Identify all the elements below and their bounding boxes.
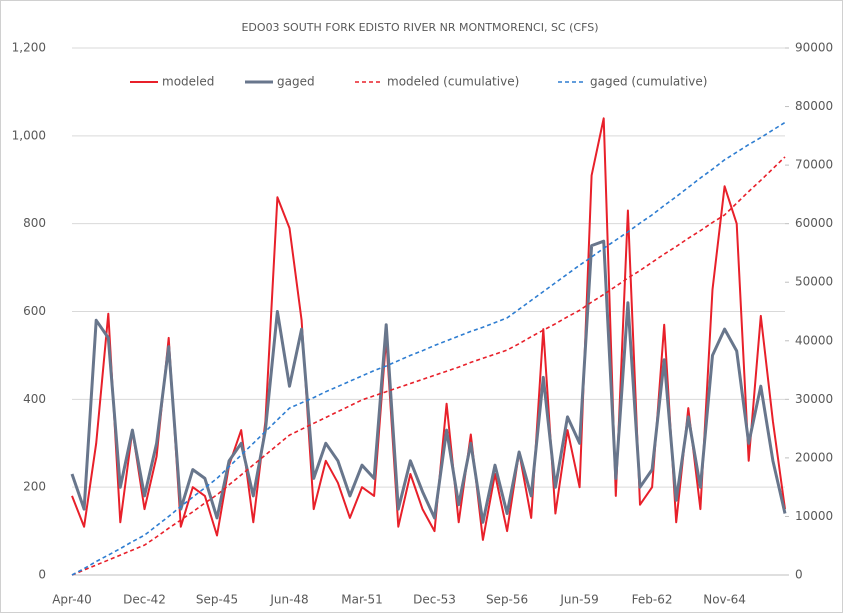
y2-tick-label: 60000: [795, 216, 833, 230]
x-tick-label: Sep-56: [486, 593, 528, 607]
y2-tick-label: 10000: [795, 509, 833, 523]
x-tick-label: Jun-59: [559, 593, 598, 607]
y2-tick-label: 40000: [795, 333, 833, 347]
series-line: [71, 117, 786, 541]
y2-tick-label: 0: [795, 568, 803, 582]
legend-label: modeled (cumulative): [387, 75, 519, 89]
series-line: [71, 156, 786, 576]
y2-tick-label: 70000: [795, 158, 833, 172]
y-tick-label: 0: [38, 568, 46, 582]
chart-title: EDO03 SOUTH FORK EDISTO RIVER NR MONTMOR…: [241, 21, 598, 34]
x-tick-label: Apr-40: [52, 593, 92, 607]
series-line: [70, 239, 787, 524]
y-tick-label: 1,000: [12, 128, 46, 142]
legend-label: gaged (cumulative): [590, 75, 707, 89]
x-tick-label: Nov-64: [703, 593, 746, 607]
y2-tick-label: 30000: [795, 392, 833, 406]
y-tick-label: 600: [23, 304, 46, 318]
x-tick-label: Dec-42: [123, 593, 166, 607]
legend-label: modeled: [162, 75, 214, 89]
legend-label: gaged: [277, 75, 315, 89]
x-tick-label: Mar-51: [341, 593, 382, 607]
x-tick-label: Sep-45: [196, 593, 238, 607]
x-tick-label: Jun-48: [269, 593, 308, 607]
series-line: [71, 121, 786, 576]
y2-tick-label: 20000: [795, 450, 833, 464]
y-tick-label: 800: [23, 216, 46, 230]
x-tick-label: Dec-53: [413, 593, 456, 607]
y2-tick-label: 50000: [795, 275, 833, 289]
y2-tick-label: 80000: [795, 99, 833, 113]
y2-tick-label: 90000: [795, 41, 833, 55]
x-tick-label: Feb-62: [632, 593, 673, 607]
y-tick-label: 200: [23, 480, 46, 494]
y-tick-label: 400: [23, 392, 46, 406]
y-tick-label: 1,200: [12, 41, 46, 55]
